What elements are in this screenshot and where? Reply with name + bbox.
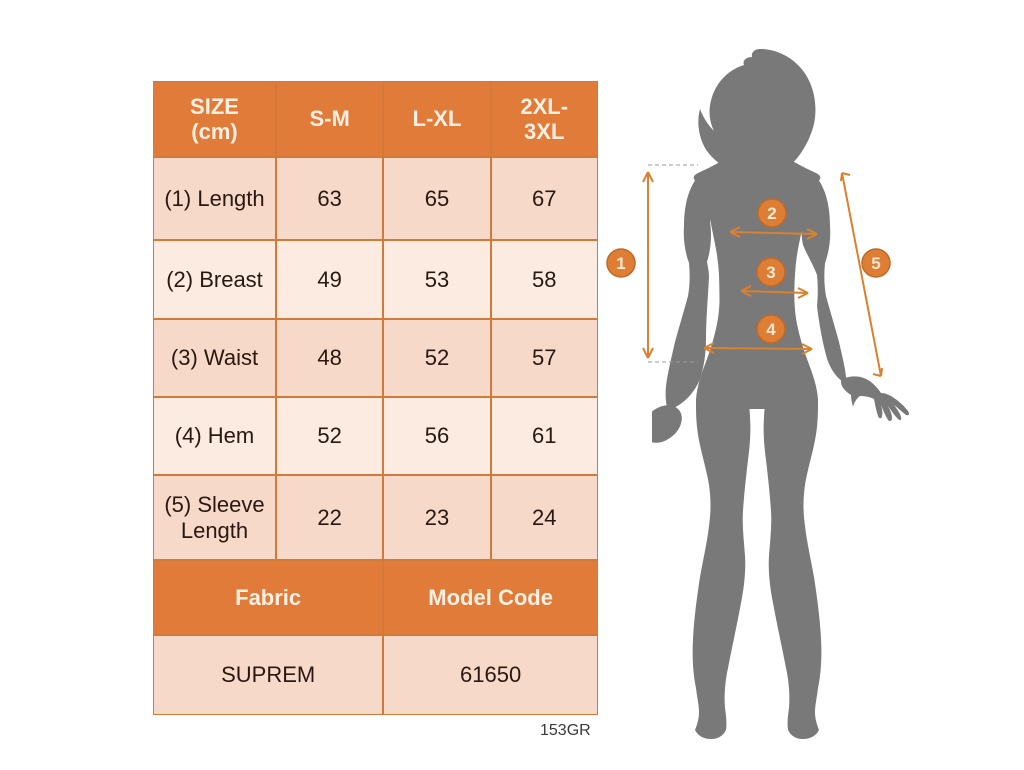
svg-text:1: 1 bbox=[616, 254, 625, 273]
svg-text:3: 3 bbox=[766, 263, 775, 282]
svg-text:5: 5 bbox=[871, 254, 880, 273]
svg-text:4: 4 bbox=[766, 320, 776, 339]
svg-text:2: 2 bbox=[767, 204, 776, 223]
